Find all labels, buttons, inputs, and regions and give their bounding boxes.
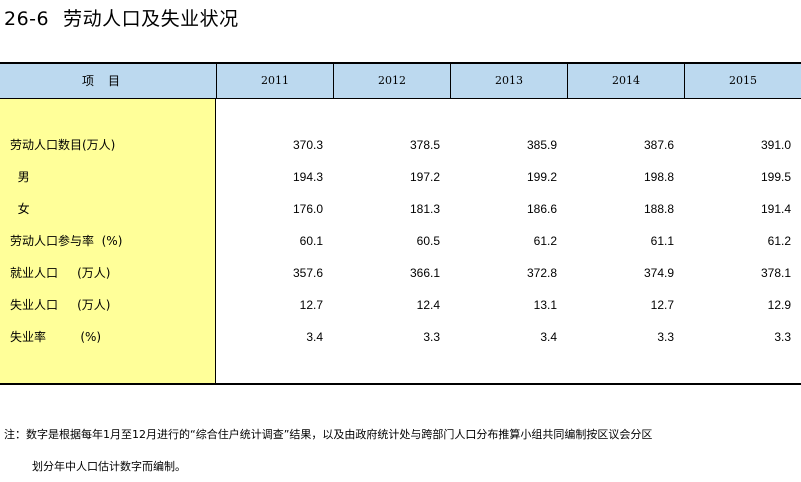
cell-value: 191.4	[760, 202, 791, 216]
cell-value: 61.2	[767, 234, 791, 248]
header-year-2012: 2012	[333, 64, 450, 98]
cell-value: 378.1	[760, 266, 791, 280]
cell-value: 3.4	[306, 330, 323, 344]
footnote-line-2: 划分年中人口估计数字而编制。	[32, 460, 186, 473]
cell-value: 370.3	[292, 138, 323, 152]
table-row: 劳动人口数目(万人) 370.3 378.5 385.9 387.6 391.0	[0, 135, 801, 155]
cell-value: 3.3	[423, 330, 440, 344]
cell-value: 199.2	[526, 170, 557, 184]
cell-value: 186.6	[526, 202, 557, 216]
row-label: 失业人口 (万人)	[10, 298, 111, 312]
label-column	[0, 99, 216, 384]
table-row: 失业人口 (万人) 12.7 12.4 13.1 12.7 12.9	[0, 295, 801, 315]
cell-value: 188.8	[643, 202, 674, 216]
table-row: 男 194.3 197.2 199.2 198.8 199.5	[0, 167, 801, 187]
cell-value: 61.1	[650, 234, 674, 248]
header-year-2014: 2014	[567, 64, 684, 98]
header-year-2015: 2015	[684, 64, 801, 98]
cell-value: 12.4	[416, 298, 440, 312]
cell-value: 12.9	[767, 298, 791, 312]
table-header: 项目 2011 2012 2013 2014 2015	[0, 64, 801, 99]
footnote-line-1: 注：数字是根据每年1月至12月进行的“综合住户统计调查”结果，以及由政府统计处与…	[4, 428, 653, 441]
cell-value: 3.4	[540, 330, 557, 344]
table-row: 就业人口 (万人) 357.6 366.1 372.8 374.9 378.1	[0, 263, 801, 283]
table-row: 失业率 (%) 3.4 3.3 3.4 3.3 3.3	[0, 327, 801, 347]
row-label: 劳动人口参与率 (%)	[10, 234, 123, 248]
cell-value: 391.0	[760, 138, 791, 152]
row-label: 女	[10, 202, 30, 216]
header-item: 项目	[81, 74, 134, 88]
cell-value: 366.1	[409, 266, 440, 280]
cell-value: 372.8	[526, 266, 557, 280]
cell-value: 181.3	[409, 202, 440, 216]
cell-value: 357.6	[292, 266, 323, 280]
cell-value: 197.2	[409, 170, 440, 184]
cell-value: 3.3	[774, 330, 791, 344]
cell-value: 387.6	[643, 138, 674, 152]
cell-value: 61.2	[533, 234, 557, 248]
table-top-rule	[0, 62, 801, 64]
cell-value: 378.5	[409, 138, 440, 152]
cell-value: 13.1	[533, 298, 557, 312]
cell-value: 199.5	[760, 170, 791, 184]
table-title-text: 劳动人口及失业状况	[63, 8, 239, 30]
table-title: 26-6 劳动人口及失业状况	[4, 4, 239, 31]
cell-value: 194.3	[292, 170, 323, 184]
row-label: 就业人口 (万人)	[10, 266, 111, 280]
header-year-2013: 2013	[450, 64, 567, 98]
statistics-table: 项目 2011 2012 2013 2014 2015 劳动人口数目(万人) 3…	[0, 62, 801, 385]
cell-value: 60.5	[416, 234, 440, 248]
table-bottom-rule	[0, 383, 801, 385]
row-label: 失业率 (%)	[10, 330, 102, 344]
header-year-2011: 2011	[216, 64, 333, 98]
cell-value: 385.9	[526, 138, 557, 152]
cell-value: 176.0	[292, 202, 323, 216]
table-number: 26-6	[4, 8, 50, 30]
row-label: 劳动人口数目(万人)	[10, 138, 116, 152]
cell-value: 198.8	[643, 170, 674, 184]
cell-value: 3.3	[657, 330, 674, 344]
cell-value: 12.7	[299, 298, 323, 312]
table-row: 劳动人口参与率 (%) 60.1 60.5 61.2 61.1 61.2	[0, 231, 801, 251]
row-label: 男	[10, 170, 30, 184]
table-row: 女 176.0 181.3 186.6 188.8 191.4	[0, 199, 801, 219]
cell-value: 12.7	[650, 298, 674, 312]
cell-value: 60.1	[299, 234, 323, 248]
cell-value: 374.9	[643, 266, 674, 280]
